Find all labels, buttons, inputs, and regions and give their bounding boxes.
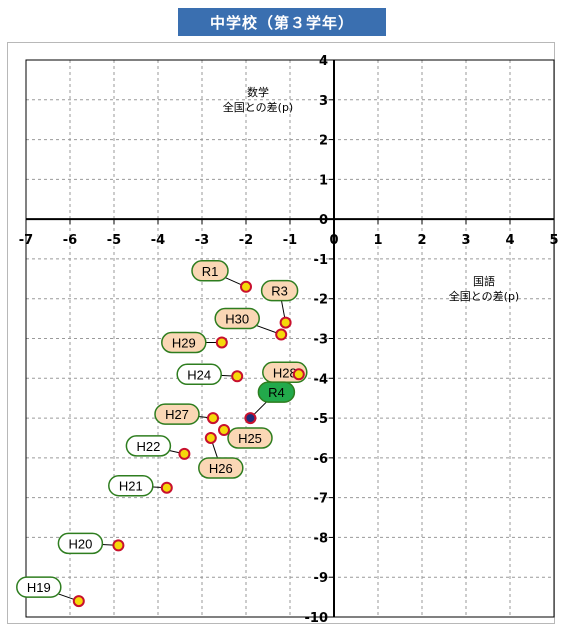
point-label-box [198, 457, 244, 479]
x-tick-label: 1 [373, 233, 382, 248]
data-point [231, 370, 244, 383]
point-label: H20 [68, 536, 92, 551]
y-tick-label: -3 [314, 333, 328, 348]
data-point [244, 412, 257, 425]
y-tick-label: 2 [319, 134, 328, 149]
x-tick-label: -4 [151, 233, 165, 248]
point-label-box [125, 435, 172, 457]
data-point [178, 447, 191, 460]
point-label: H19 [27, 580, 51, 595]
data-point [207, 412, 219, 425]
x-tick-label: -5 [107, 233, 121, 248]
data-point [275, 328, 288, 341]
chart-title: 中学校（第３学年） [178, 8, 386, 36]
x-tick-label: 2 [417, 233, 426, 248]
y-tick-label: 3 [319, 94, 328, 109]
point-label-box [257, 381, 296, 403]
point-label-box [161, 331, 207, 354]
y-tick-label: -9 [314, 571, 328, 586]
data-point [279, 316, 292, 329]
y-tick-label: -5 [314, 412, 328, 427]
point-label: H25 [238, 431, 262, 446]
x-tick-label: -1 [283, 233, 297, 248]
point-label-box [260, 279, 299, 302]
point-label-box [191, 260, 229, 282]
point-label: H29 [172, 335, 196, 350]
point-label-box [154, 403, 200, 425]
x-tick-label: 4 [505, 233, 514, 248]
x-tick-label: -7 [19, 233, 33, 248]
point-label: H24 [187, 367, 211, 382]
y-tick-label: -6 [314, 452, 328, 467]
data-point [215, 336, 228, 349]
point-label: H21 [119, 479, 143, 494]
point-label: H22 [136, 439, 160, 454]
x-tick-label: 0 [329, 233, 338, 248]
y-tick-label: -10 [305, 611, 329, 626]
data-point [72, 595, 85, 608]
y-tick-label: -1 [314, 253, 328, 268]
data-point [218, 424, 230, 437]
x-tick-label: -3 [195, 233, 209, 248]
y-tick-label: 4 [319, 54, 328, 69]
y-axis-title: 全国との差(p) [223, 100, 293, 114]
point-markers [72, 280, 305, 608]
point-labels: H19 H20 H21 H22 H24 H25 H26 H27 H28 H29 H30 R1 R3 R4 [16, 260, 308, 602]
y-axis-title: 数学 [247, 85, 269, 99]
data-point [204, 431, 217, 444]
plot-border [25, 59, 555, 618]
point-label: H28 [273, 365, 297, 380]
point-label-box [227, 427, 273, 449]
point-label-box [57, 532, 104, 555]
point-label-box [108, 474, 154, 497]
point-label: R3 [271, 284, 288, 299]
point-label: H30 [225, 312, 249, 327]
y-tick-label: 0 [319, 213, 328, 228]
data-point [240, 280, 252, 293]
point-label: H26 [209, 461, 233, 476]
data-point [292, 368, 305, 381]
y-tick-label: -4 [314, 372, 328, 387]
point-label: H27 [165, 407, 189, 422]
x-tick-label: -2 [239, 233, 253, 248]
point-label-box [176, 363, 222, 386]
point-label-box [214, 307, 260, 330]
data-point [112, 539, 125, 552]
x-tick-label: -6 [63, 233, 77, 248]
point-label: R4 [268, 385, 285, 400]
y-tick-label: -8 [314, 531, 328, 546]
data-point [160, 481, 173, 494]
x-axis-title: 国語 [473, 274, 495, 288]
x-tick-label: 3 [461, 233, 470, 248]
y-tick-label: -7 [314, 492, 328, 507]
y-tick-label: 1 [319, 173, 328, 188]
x-axis-title: 全国との差(p) [449, 289, 519, 303]
point-label: R1 [202, 264, 219, 279]
point-label-box [16, 576, 62, 598]
y-tick-label: -2 [314, 293, 328, 308]
x-tick-label: 5 [549, 233, 558, 248]
